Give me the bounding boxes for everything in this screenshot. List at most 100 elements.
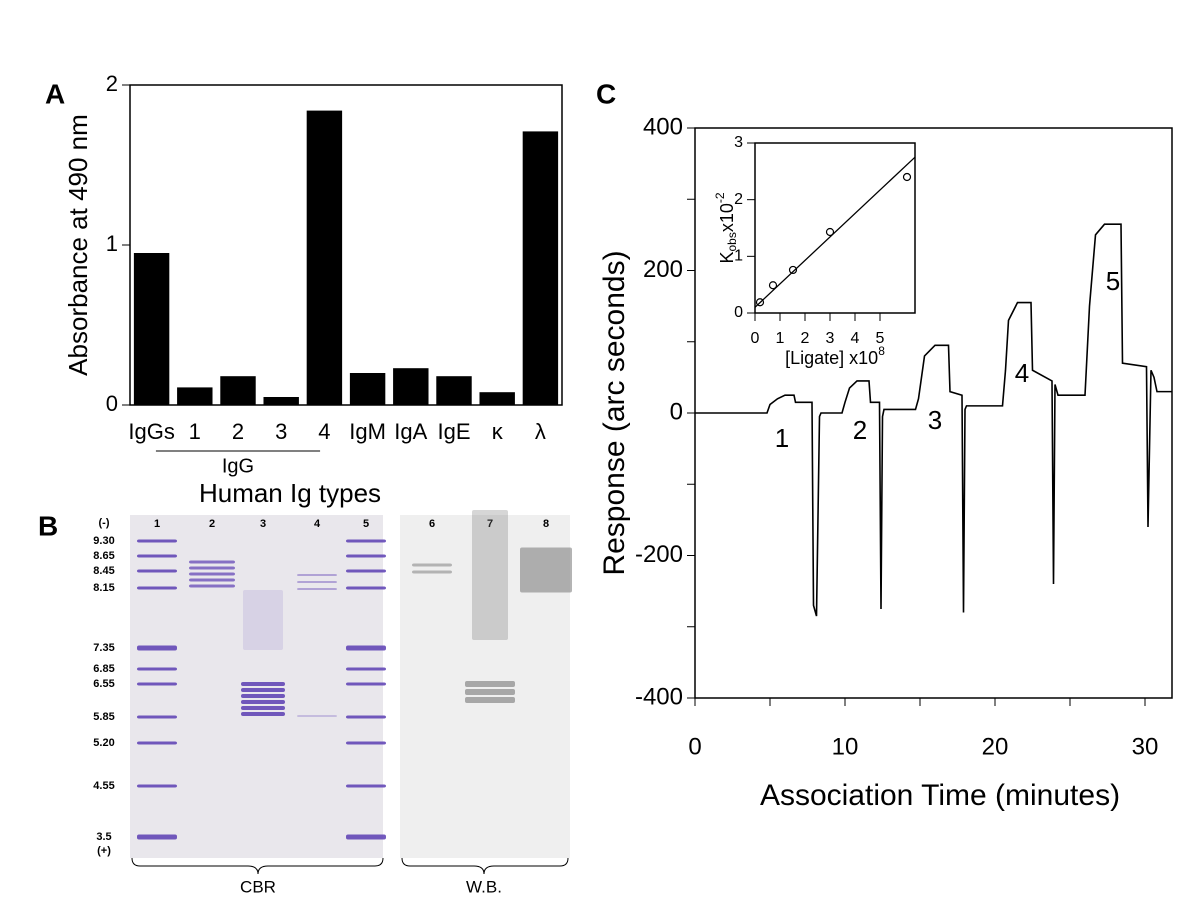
panel-label: A [45,78,65,109]
bar [349,373,386,405]
gel-band [472,510,508,640]
ph-marker: 6.85 [93,663,114,675]
bar [393,368,429,405]
x-tick-label: IgGs [128,419,174,444]
y-axis-label: Response (arc seconds) [598,250,631,575]
x-tick-label: 4 [318,419,330,444]
gel-cbr [130,515,383,858]
y-axis-label-sub: obs [725,232,739,251]
annotation: 3 [928,405,942,435]
gel-band [346,682,386,686]
y-tick-label: -200 [635,541,683,568]
gel-band [346,667,386,671]
annotation: 5 [1106,266,1120,296]
gel-band [465,681,515,687]
gel-band [346,539,386,543]
y-tick-label: 2 [106,71,118,96]
bar [306,110,343,405]
x-tick-label: 0 [751,330,760,347]
bar [220,376,256,405]
ph-marker: 4.55 [93,780,114,792]
ph-marker: 5.20 [93,737,114,749]
gel-band [137,569,177,573]
x-tick-label: 1 [776,330,785,347]
x-axis-label-text: [Ligate] x10 [785,348,878,368]
panel-label: C [596,78,616,109]
x-tick-label: IgM [349,419,386,444]
x-tick-label: 30 [1132,733,1159,760]
ph-marker: 9.30 [93,535,114,547]
gel-band [520,547,572,593]
x-axis-label: Human Ig types [199,478,381,508]
ph-marker: 6.55 [93,678,114,690]
ph-marker: 5.85 [93,711,114,723]
x-tick-label: 4 [851,330,860,347]
gel-band [297,574,337,576]
y-axis-label: Kobsx10-2 [713,192,739,263]
x-tick-label: 3 [826,330,835,347]
y-axis-label-sup: -2 [713,192,727,203]
sensorgram [695,223,1172,617]
ph-marker: 7.35 [93,642,114,654]
bar [133,253,170,405]
bracket [401,857,569,875]
gel-band [241,694,285,698]
gel-band [243,590,283,650]
group-label: IgG [222,455,254,477]
gel-band [346,834,386,840]
data-point [788,265,798,275]
x-tick-label: 0 [688,733,701,760]
annotation: 1 [775,423,789,453]
gel-band [346,569,386,573]
gel-band [189,572,235,576]
bracket [131,857,384,875]
gel-band [241,688,285,692]
gel-band [189,578,235,582]
data-point [825,227,835,237]
gel-band [189,560,235,564]
ph-marker: (+) [97,845,111,857]
gel-band [346,554,386,558]
ph-marker: 8.65 [93,550,114,562]
x-tick-label: 2 [801,330,810,347]
annotation: 2 [853,415,867,445]
gel-band [241,700,285,704]
gel-band [137,715,177,719]
y-tick-label: 0 [734,304,743,321]
gel-band [137,667,177,671]
y-tick-label: 400 [643,113,683,140]
x-tick-label: 2 [232,419,244,444]
y-tick-label: 2 [734,191,743,208]
gel-band [189,566,235,570]
annotation: 4 [1015,358,1029,388]
x-tick-label: IgA [394,419,427,444]
gel-group-label: W.B. [466,877,502,896]
y-tick-label: -400 [635,683,683,710]
lane-number: 4 [314,518,321,530]
gel-band [137,645,177,651]
gel-band [241,712,285,716]
x-axis-label: [Ligate] x108 [785,344,885,368]
gel-band [137,539,177,543]
lane-number: 5 [363,518,369,530]
lane-number: 3 [260,518,266,530]
y-tick-label: 1 [734,248,743,265]
gel-band [465,697,515,703]
x-tick-label: 3 [275,419,287,444]
gel-band [297,588,337,590]
gel-band [346,741,386,745]
y-tick-label: 200 [643,256,683,283]
gel-band [297,715,337,717]
gel-group-label: CBR [240,877,276,896]
bar [436,376,472,405]
gel-band [137,682,177,686]
gel-band [465,689,515,695]
x-axis-label-sup: 8 [878,344,885,358]
y-axis-label-text: x10 [717,203,737,232]
lane-number: 8 [543,518,549,530]
x-axis-label: Association Time (minutes) [760,779,1120,812]
gel-band [241,682,285,686]
x-tick-label: 1 [189,419,201,444]
